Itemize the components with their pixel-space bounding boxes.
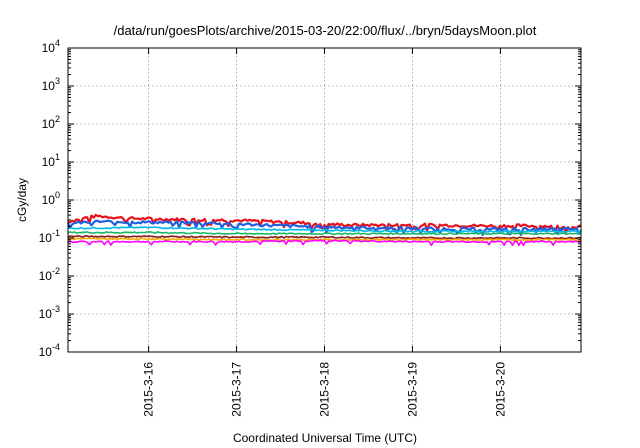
- series-line: [67, 239, 582, 247]
- x-tick-label: 2015-3-17: [230, 362, 244, 417]
- y-tick-label: 10-3: [39, 304, 60, 321]
- series-group: [66, 213, 582, 247]
- series-line: [66, 219, 582, 236]
- x-tick-label: 2015-3-19: [405, 362, 419, 417]
- y-tick-label: 104: [42, 38, 60, 55]
- x-axis: 2015-3-16 2015-3-17 2015-3-18 2015-3-19 2015…: [142, 48, 507, 417]
- series-line: [67, 231, 582, 236]
- y-tick-label: 103: [42, 76, 60, 93]
- x-tick-label: 2015-3-18: [318, 362, 332, 417]
- y-tick-label: 101: [42, 152, 60, 169]
- y-tick-label: 10-4: [39, 342, 60, 359]
- y-tick-label: 10-2: [39, 266, 60, 283]
- y-tick-label: 102: [42, 114, 60, 131]
- series-line: [67, 226, 582, 233]
- x-tick-label: 2015-3-20: [493, 362, 507, 417]
- series-line: [67, 237, 582, 242]
- grid: [68, 48, 581, 352]
- x-tick-label: 2015-3-16: [142, 362, 156, 417]
- y-tick-label: 10-1: [39, 228, 60, 245]
- series-line: [67, 235, 582, 240]
- x-axis-label: Coordinated Universal Time (UTC): [233, 431, 417, 445]
- y-axis: 104 103 102 101 100 10-1 10-2 10-3 10-4: [39, 38, 581, 359]
- chart-title: /data/run/goesPlots/archive/2015-03-20/2…: [114, 23, 537, 38]
- y-axis-label: cGy/day: [15, 178, 29, 222]
- y-tick-label: 100: [42, 190, 60, 207]
